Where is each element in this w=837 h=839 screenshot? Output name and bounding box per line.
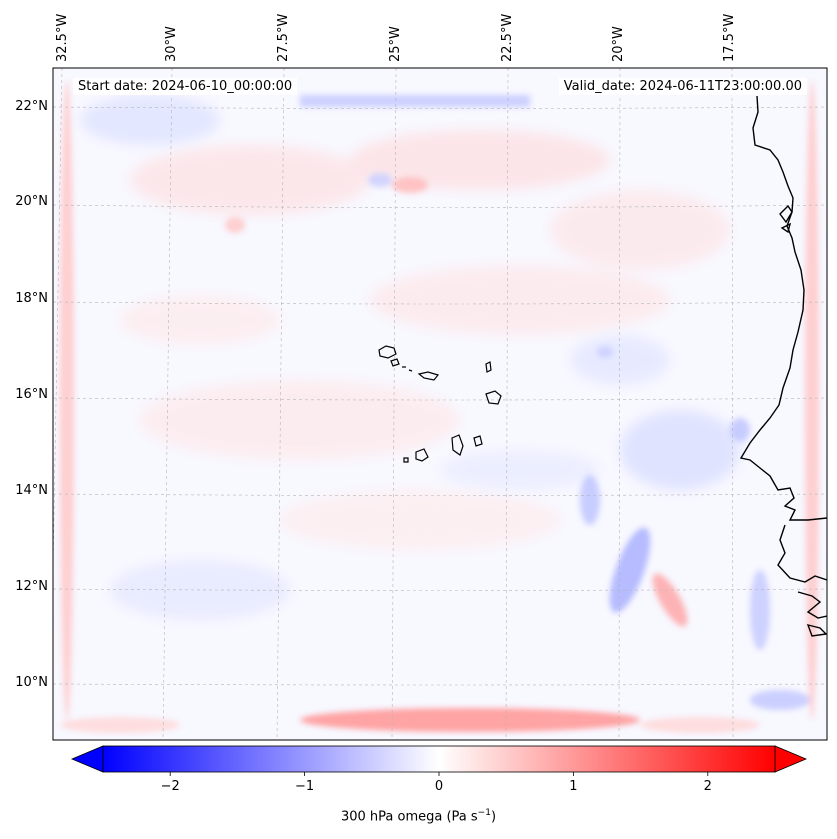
lon-label-32-5w: 32.5°W [55,13,70,62]
colorbar-max-extension [774,745,808,773]
colorbar-tick-label: 2 [703,779,712,794]
cape-verde-islands [378,345,502,463]
colorbar [70,745,808,776]
omega-field [53,68,827,740]
lon-label-22-5w: 22.5°W [500,13,515,62]
colorbar-tick-label: −1 [295,779,315,794]
map-frame [52,67,828,741]
colorbar-tickmarks [169,772,709,776]
colorbar-title: 300 hPa omega (Pa s−1) [340,808,497,825]
valid-date-label: Valid_date: 2024-06-11T23:00:00.00 [558,78,807,95]
lon-label-25w: 25°W [388,26,403,62]
lat-label-20n: 20°N [15,194,48,209]
lat-label-10n: 10°N [15,675,48,690]
colorbar-tick-label: 0 [434,779,444,794]
lon-label-17-5w: 17.5°W [722,13,737,62]
colorbar-tick-label: −2 [160,779,180,794]
colorbar-tick-label: 1 [569,779,578,794]
graticule [53,68,827,740]
colorbar-gradient [102,745,776,773]
colorbar-min-extension [70,745,104,773]
lat-label-18n: 18°N [15,291,48,306]
lon-label-30w: 30°W [164,26,179,62]
lat-label-12n: 12°N [15,579,48,594]
coastline [739,95,827,637]
lon-label-20w: 20°W [611,26,626,62]
lat-label-16n: 16°N [15,387,48,402]
lon-label-27-5w: 27.5°W [276,13,291,62]
start-date-label: Start date: 2024-06-10_00:00:00 [73,78,298,95]
lat-label-14n: 14°N [15,483,48,498]
lat-label-22n: 22°N [15,99,48,114]
